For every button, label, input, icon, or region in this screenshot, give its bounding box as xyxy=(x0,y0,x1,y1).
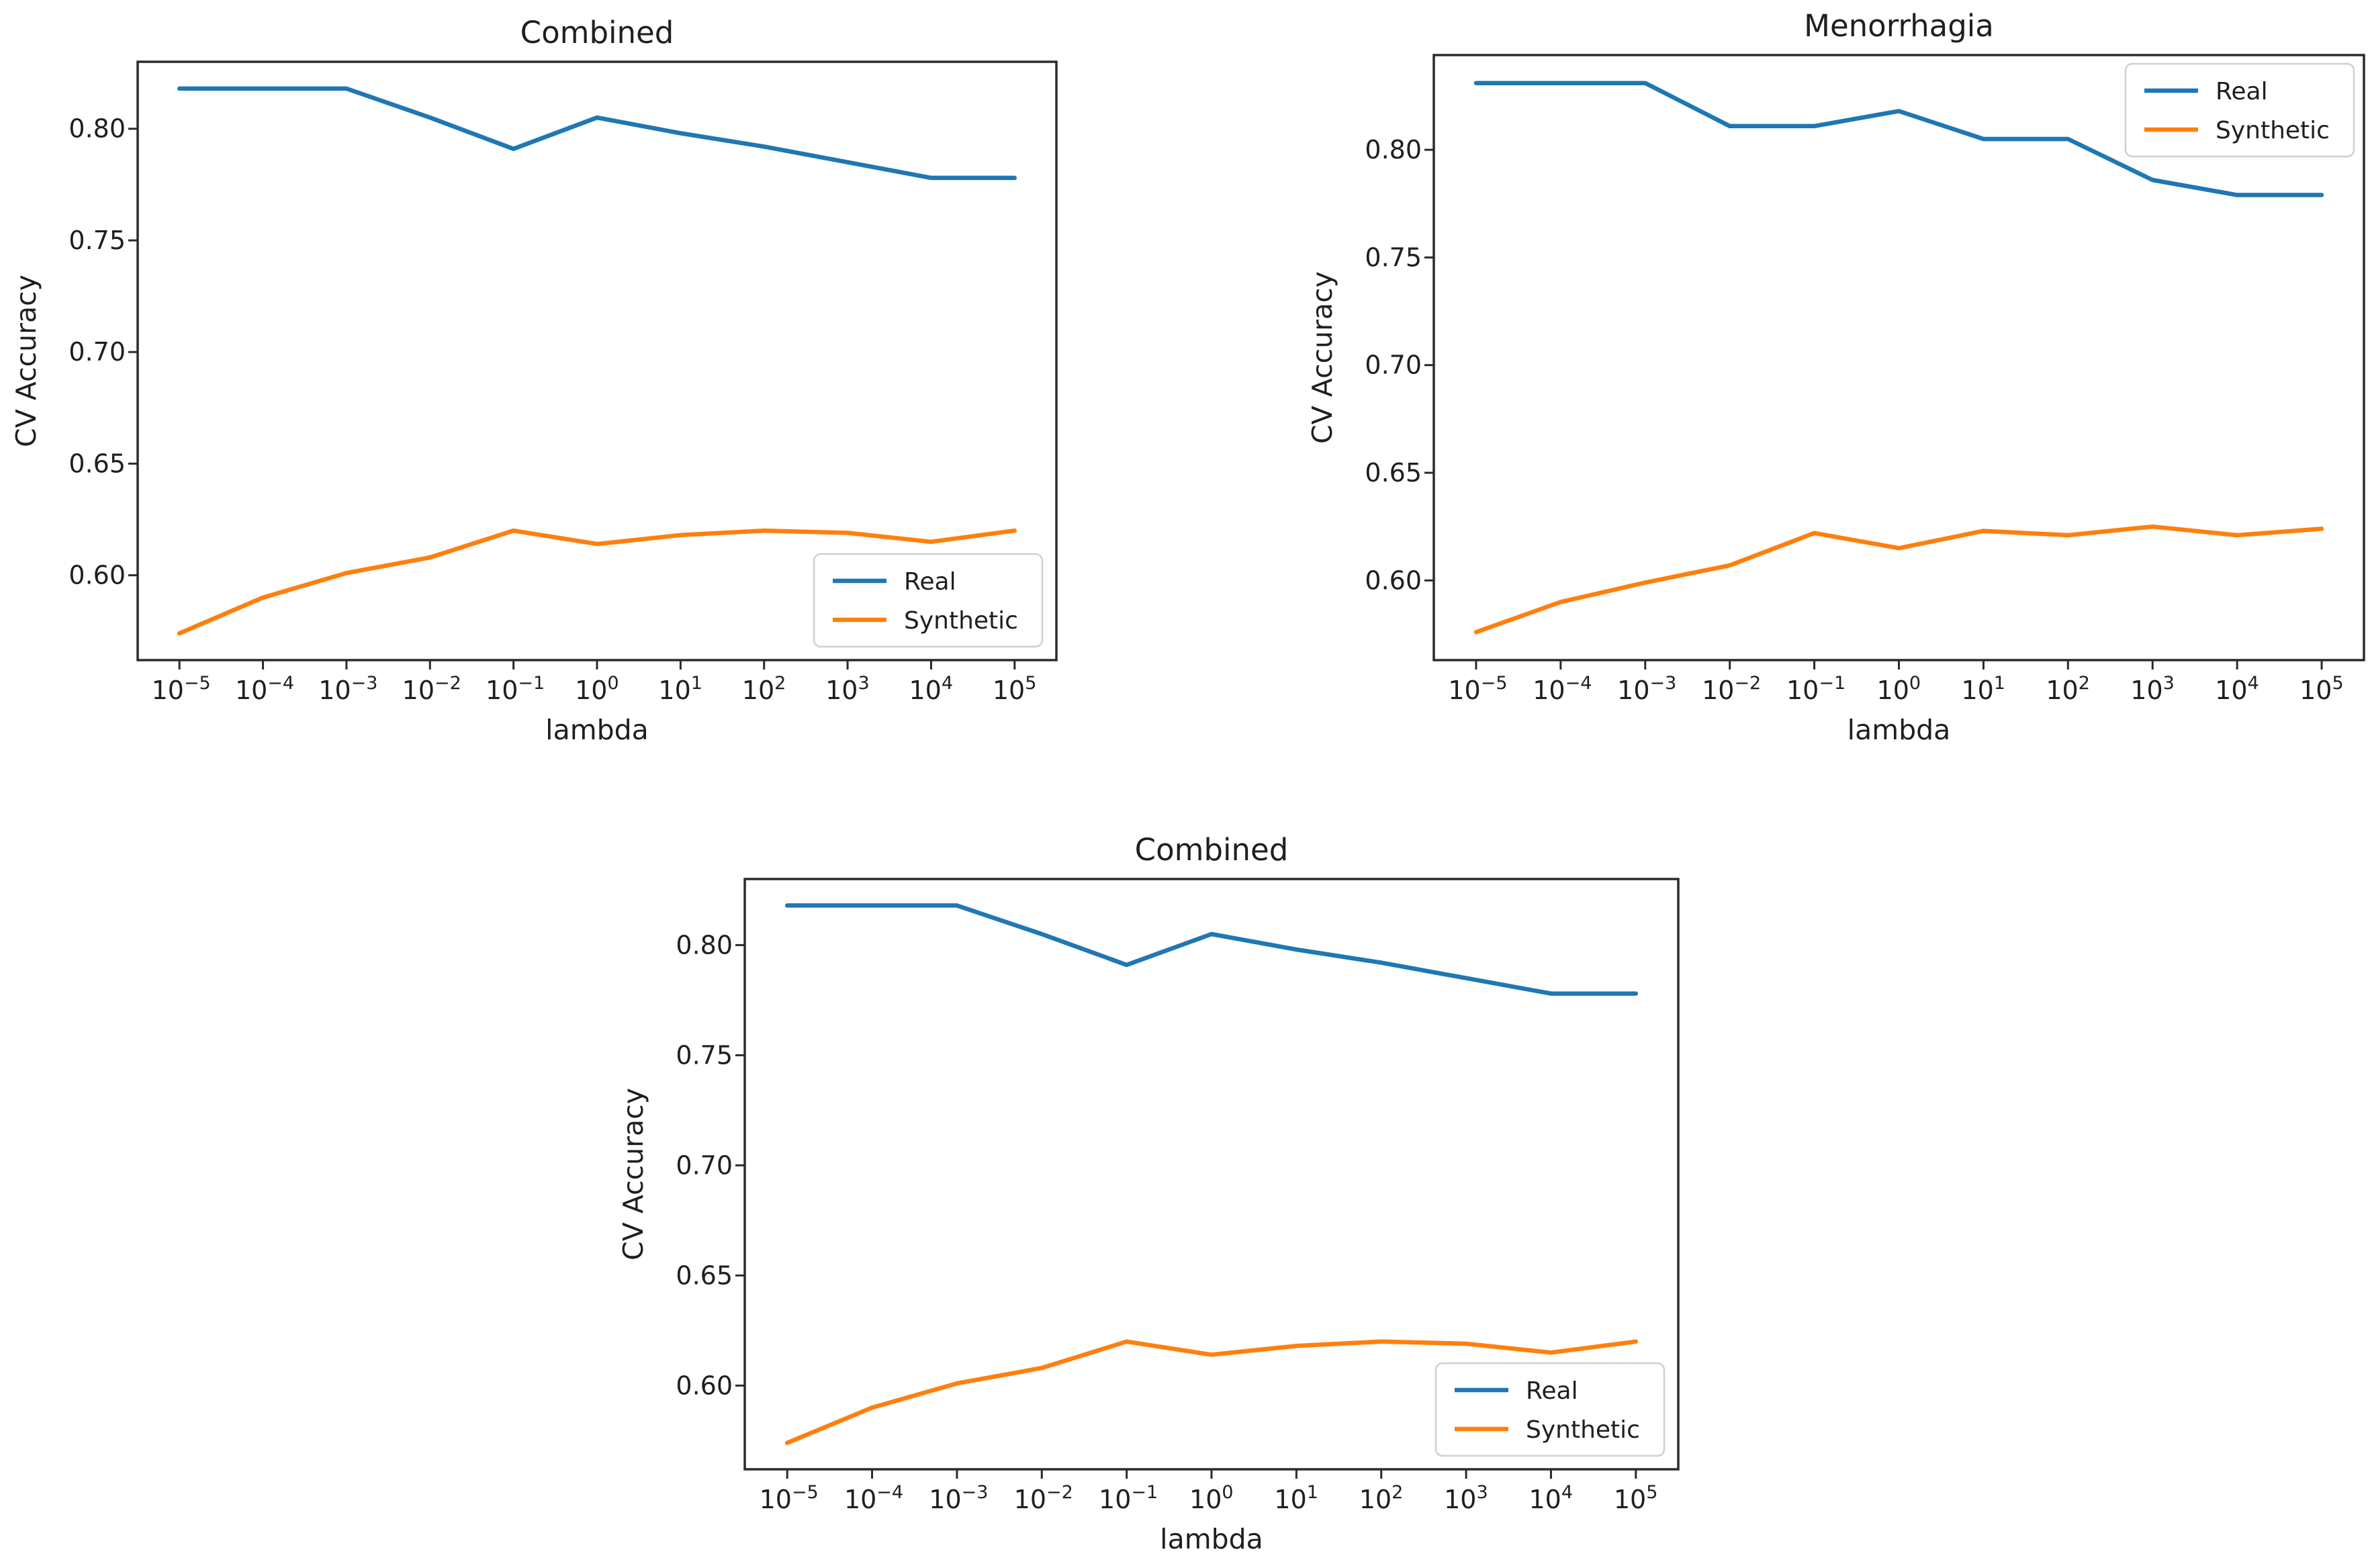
y-tick-label: 0.70 xyxy=(69,337,126,367)
legend: Real Synthetic xyxy=(813,553,1044,648)
legend-label: Synthetic xyxy=(904,607,1018,635)
y-tick-label: 0.80 xyxy=(1365,135,1422,165)
y-axis-label: CV Accuracy xyxy=(10,275,42,447)
legend-label: Real xyxy=(2216,78,2268,105)
series-real-line xyxy=(1473,81,2324,197)
x-tick-label: 105 xyxy=(1614,1482,1658,1514)
y-tick-label: 0.75 xyxy=(69,226,126,255)
x-tick-label: 105 xyxy=(993,673,1037,705)
x-axis-label: lambda xyxy=(1160,1523,1263,1555)
x-axis-label: lambda xyxy=(545,714,649,746)
x-tick-label: 10−5 xyxy=(152,673,211,705)
x-tick-label: 102 xyxy=(1359,1482,1404,1514)
y-tick-label: 0.80 xyxy=(69,114,126,144)
y-tick-label: 0.60 xyxy=(676,1371,733,1400)
x-tick-label: 10−5 xyxy=(1448,673,1507,705)
x-tick-label: 10−1 xyxy=(1786,673,1845,705)
y-tick-label: 0.70 xyxy=(1365,351,1422,380)
x-tick-label: 10−5 xyxy=(760,1482,819,1514)
x-tick-label: 10−4 xyxy=(844,1482,903,1514)
chart-title: Combined xyxy=(520,15,674,50)
y-tick-label: 0.70 xyxy=(676,1150,733,1180)
legend-box xyxy=(1434,1362,1666,1457)
x-tick-label: 10−2 xyxy=(1014,1482,1073,1514)
x-tick-label: 101 xyxy=(658,673,702,705)
legend-box xyxy=(813,553,1044,648)
x-tick-label: 103 xyxy=(2130,673,2175,705)
series-real-line xyxy=(177,86,1017,181)
y-axis-label: CV Accuracy xyxy=(1306,271,1338,444)
x-tick-label: 10−3 xyxy=(318,673,377,705)
y-tick-label: 0.60 xyxy=(69,561,126,590)
combined-top-left-chart: 0.60 0.65 0.70 0.75 0.80 10−5 10−4 10−3 10−2 10−1… xyxy=(10,15,1058,746)
x-tick-label: 10−2 xyxy=(1702,673,1761,705)
legend: Real Synthetic xyxy=(2124,62,2355,158)
series-real-line xyxy=(784,903,1639,996)
y-tick-label: 0.65 xyxy=(676,1260,733,1290)
x-tick-label: 101 xyxy=(1274,1482,1318,1514)
y-tick-label: 0.80 xyxy=(676,930,733,960)
x-tick-label: 10−4 xyxy=(1533,673,1592,705)
x-tick-label: 100 xyxy=(1189,1482,1234,1514)
y-tick-label: 0.65 xyxy=(1365,458,1422,488)
x-tick-label: 10−4 xyxy=(235,673,294,705)
x-tick-label: 102 xyxy=(742,673,786,705)
x-tick-label: 103 xyxy=(1444,1482,1488,1514)
menorrhagia-chart: 0.60 0.65 0.70 0.75 0.80 10−5 10−4 10−3 10−2 10−1… xyxy=(1306,8,2365,746)
legend: Real Synthetic xyxy=(1434,1362,1666,1457)
y-tick-label: 0.65 xyxy=(69,449,126,478)
x-tick-label: 103 xyxy=(825,673,870,705)
y-tick-label: 0.75 xyxy=(1365,242,1422,272)
series-synthetic-line xyxy=(1473,524,2324,635)
chart-title: Menorrhagia xyxy=(1804,8,1994,44)
x-tick-label: 104 xyxy=(2215,673,2259,705)
y-tick-label: 0.60 xyxy=(1365,565,1422,595)
x-tick-label: 10−1 xyxy=(1099,1482,1158,1514)
legend-box xyxy=(2124,62,2355,158)
x-tick-label: 100 xyxy=(575,673,619,705)
x-tick-label: 10−3 xyxy=(1617,673,1676,705)
y-tick-label: 0.75 xyxy=(676,1040,733,1070)
x-tick-label: 10−2 xyxy=(402,673,461,705)
combined-bottom-chart: 0.60 0.65 0.70 0.75 0.80 10−5 10−4 10−3 10−2 10−1… xyxy=(617,832,1680,1555)
y-axis-label: CV Accuracy xyxy=(617,1088,649,1260)
x-tick-label: 105 xyxy=(2299,673,2344,705)
x-tick-label: 104 xyxy=(909,673,953,705)
legend-label: Real xyxy=(904,568,956,596)
series-synthetic-line xyxy=(784,1339,1639,1445)
x-tick-label: 10−1 xyxy=(486,673,545,705)
x-axis-label: lambda xyxy=(1848,714,1951,746)
legend-label: Real xyxy=(1526,1377,1578,1405)
x-tick-label: 10−3 xyxy=(929,1482,988,1514)
series-synthetic-line xyxy=(177,528,1017,636)
chart-title: Combined xyxy=(1135,832,1289,868)
legend-label: Synthetic xyxy=(1526,1416,1640,1444)
x-tick-label: 100 xyxy=(1877,673,1921,705)
x-tick-label: 101 xyxy=(1961,673,2005,705)
x-tick-label: 104 xyxy=(1529,1482,1573,1514)
legend-label: Synthetic xyxy=(2216,117,2330,144)
x-tick-label: 102 xyxy=(2046,673,2090,705)
